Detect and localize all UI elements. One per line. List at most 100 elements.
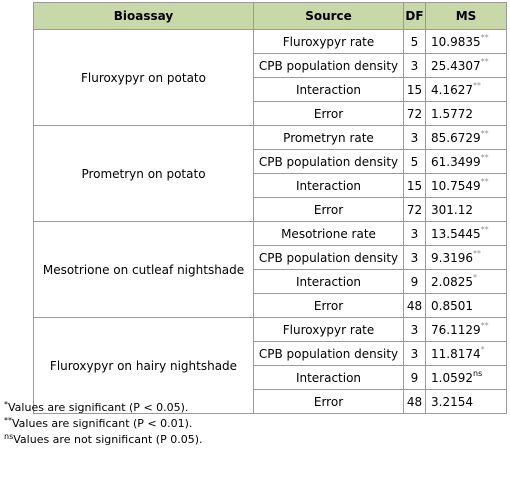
ms-value: 61.3499 <box>431 154 481 169</box>
source-cell: Interaction <box>253 365 404 390</box>
significance-mark: * <box>480 344 485 354</box>
ms-value: 11.8174 <box>431 346 481 361</box>
df-cell: 9 <box>403 365 426 390</box>
ms-value: 2.0825 <box>431 274 473 289</box>
df-cell: 15 <box>403 173 426 198</box>
source-cell: Mesotrione rate <box>253 221 404 246</box>
header-bioassay: Bioassay <box>33 2 254 30</box>
table-row: Mesotrione on cutleaf nightshade Mesotrio… <box>33 221 507 318</box>
ms-value: 9.3196 <box>431 250 473 265</box>
table-body: Fluroxypyr on potato Fluroxypyr rate 5 10.9… <box>33 29 507 414</box>
header-df: DF <box>403 2 426 30</box>
source-cell: Error <box>253 101 404 126</box>
source-cell: Interaction <box>253 77 404 102</box>
ms-cell: 1.5772 <box>425 101 507 126</box>
anova-table: Bioassay Source DF MS Fluroxypyr on pota… <box>33 2 507 414</box>
significance-mark: ** <box>480 56 489 66</box>
df-cell: 9 <box>403 269 426 294</box>
ms-value: 4.1627 <box>431 82 473 97</box>
df-cell: 3 <box>403 125 426 150</box>
table-row: Error 48 3.2154 <box>34 389 507 414</box>
table-row: Prometryn on potato Prometryn rate 3 85.672… <box>33 125 507 222</box>
ms-cell: 9.3196** <box>425 245 507 270</box>
table-row: Error 48 0.8501 <box>34 293 507 318</box>
source-cell: Prometryn rate <box>253 125 404 150</box>
significance-mark: ** <box>480 32 489 42</box>
significance-mark: ** <box>480 224 489 234</box>
header-ms: MS <box>425 2 507 30</box>
ms-value: 1.5772 <box>431 106 473 121</box>
bioassay-cell: Mesotrione on cutleaf nightshade <box>33 221 254 318</box>
ms-cell: 76.1129** <box>425 317 507 342</box>
ms-value: 0.8501 <box>431 298 473 313</box>
ms-cell: 4.1627** <box>425 77 507 102</box>
table-row: Interaction 15 10.7549** <box>34 173 507 198</box>
source-cell: CPB population density <box>253 341 404 366</box>
footnote-text: Values are not significant (P 0.05). <box>13 433 203 446</box>
table-row: CPB population density 3 9.3196** <box>34 245 507 270</box>
ms-cell: 10.7549** <box>425 173 507 198</box>
source-cell: Interaction <box>253 173 404 198</box>
ms-cell: 1.0592ns <box>425 365 507 390</box>
df-cell: 3 <box>403 53 426 78</box>
df-cell: 72 <box>403 101 426 126</box>
ms-value: 10.9835 <box>431 34 481 49</box>
ms-cell: 25.4307** <box>425 53 507 78</box>
table-row: CPB population density 3 11.8174* <box>34 341 507 366</box>
ms-cell: 301.12 <box>425 197 507 222</box>
source-cell: Fluroxypyr rate <box>253 29 404 54</box>
footnote-mark: ns <box>4 432 14 441</box>
df-cell: 48 <box>403 293 426 318</box>
source-cell: Error <box>253 293 404 318</box>
footnote: nsValues are not significant (P 0.05). <box>4 432 202 448</box>
significance-mark: ** <box>473 80 481 90</box>
ms-value: 76.1129 <box>431 322 481 337</box>
significance-mark: * <box>473 272 477 282</box>
ms-value: 301.12 <box>431 202 473 217</box>
significance-mark: ** <box>480 152 489 162</box>
df-cell: 3 <box>403 317 426 342</box>
footnote-mark: ** <box>4 416 12 425</box>
ms-cell: 2.0825* <box>425 269 507 294</box>
ms-value: 13.5445 <box>431 226 481 241</box>
significance-mark: ** <box>473 248 481 258</box>
significance-mark: ** <box>480 128 489 138</box>
ms-cell: 10.9835** <box>425 29 507 54</box>
source-cell: Error <box>253 197 404 222</box>
table-row: Error 72 1.5772 <box>34 101 507 126</box>
df-cell: 3 <box>403 245 426 270</box>
source-cell: CPB population density <box>253 149 404 174</box>
table-row: Fluroxypyr on potato Fluroxypyr rate 5 10.9… <box>33 29 507 126</box>
anova-table-container: Bioassay Source DF MS Fluroxypyr on pota… <box>33 2 507 414</box>
significance-mark: ** <box>480 320 489 330</box>
header-row: Bioassay Source DF MS <box>33 2 507 30</box>
table-row: CPB population density 5 61.3499** <box>34 149 507 174</box>
footnote: *Values are significant (P < 0.05). <box>4 400 202 416</box>
ms-value: 3.2154 <box>431 394 473 409</box>
footnotes: *Values are significant (P < 0.05). **Va… <box>4 400 202 448</box>
ms-value: 1.0592 <box>431 370 473 385</box>
table-row: Error 72 301.12 <box>34 197 507 222</box>
significance-mark: ** <box>480 176 489 186</box>
source-cell: CPB population density <box>253 53 404 78</box>
ms-cell: 85.6729** <box>425 125 507 150</box>
table-row: Interaction 9 2.0825* <box>34 269 507 294</box>
df-cell: 5 <box>403 29 426 54</box>
footnote-mark: * <box>4 400 8 409</box>
df-cell: 72 <box>403 197 426 222</box>
source-cell: CPB population density <box>253 245 404 270</box>
ms-value: 85.6729 <box>431 130 481 145</box>
ms-cell: 13.5445** <box>425 221 507 246</box>
df-cell: 15 <box>403 77 426 102</box>
source-cell: Interaction <box>253 269 404 294</box>
footnote-text: Values are significant (P < 0.05). <box>8 401 189 414</box>
footnote: **Values are significant (P < 0.01). <box>4 416 202 432</box>
ms-cell: 3.2154 <box>425 389 507 414</box>
bioassay-cell: Prometryn on potato <box>33 125 254 222</box>
ms-cell: 0.8501 <box>425 293 507 318</box>
source-cell: Fluroxypyr rate <box>253 317 404 342</box>
df-cell: 3 <box>403 341 426 366</box>
df-cell: 48 <box>403 389 426 414</box>
ms-value: 25.4307 <box>431 58 481 73</box>
table-row: CPB population density 3 25.4307** <box>34 53 507 78</box>
